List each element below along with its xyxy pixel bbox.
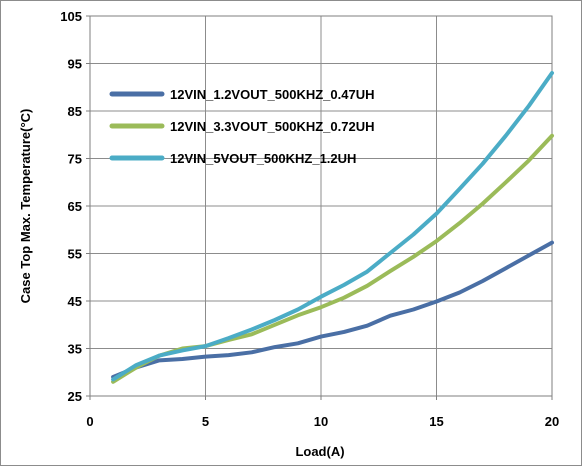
y-tick-label: 25 [68,389,82,404]
y-tick-label: 75 [68,152,82,167]
y-tick-label: 55 [68,247,82,262]
x-tick-label: 5 [202,414,209,429]
y-tick-label: 65 [68,199,82,214]
legend-label-series-3: 12VIN_5VOUT_500KHZ_1.2UH [170,151,356,166]
y-tick-label: 95 [68,57,82,72]
y-tick-label: 85 [68,104,82,119]
x-axis-title: Load(A) [295,444,344,459]
y-axis-title: Case Top Max. Temperature(°C) [18,109,33,304]
series-line-3 [111,71,554,382]
x-tick-label: 10 [314,414,328,429]
x-tick-label: 20 [545,414,559,429]
y-tick-label: 105 [60,9,82,24]
legend: 12VIN_1.2VOUT_500KHZ_0.47UH 12VIN_3.3VOU… [109,87,375,166]
y-tick-label: 35 [68,342,82,357]
series-line-1 [111,240,554,379]
axes [86,15,553,400]
x-tick-label: 0 [86,414,93,429]
y-tick-label: 45 [68,294,82,309]
legend-label-series-2: 12VIN_3.3VOUT_500KHZ_0.72UH [170,119,375,134]
x-tick-label: 15 [429,414,443,429]
tick-labels: 25 35 45 55 65 75 85 95 105 0 5 10 15 20 [60,9,559,429]
series-line-2 [111,133,554,384]
legend-label-series-1: 12VIN_1.2VOUT_500KHZ_0.47UH [170,87,375,102]
series-lines [111,71,554,384]
